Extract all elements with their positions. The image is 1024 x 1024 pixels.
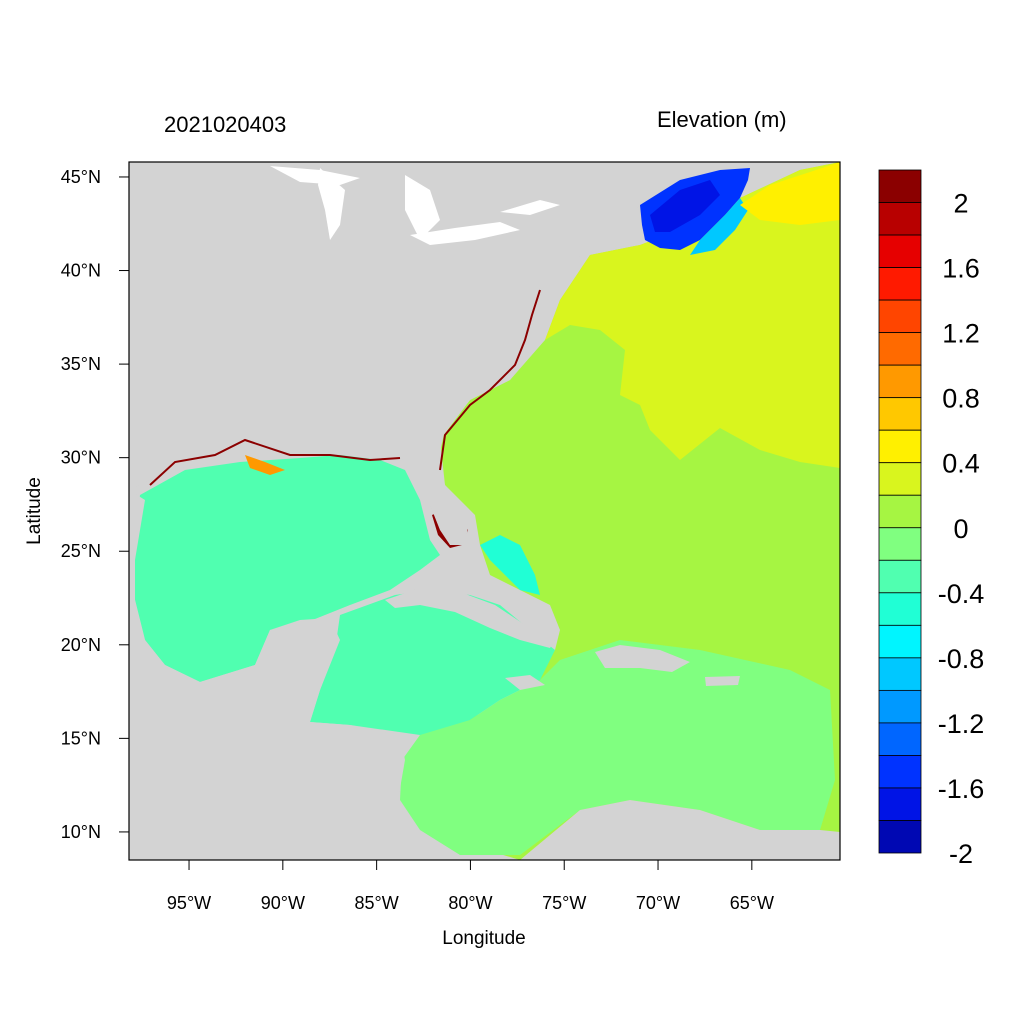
cuba-land (385, 588, 555, 648)
colorbar-swatch (878, 332, 922, 366)
lat-tick-label: 15°N (61, 728, 101, 748)
y-axis-title: Latitude (24, 477, 45, 545)
colorbar-label: -0.4 (938, 579, 985, 609)
colorbar-swatch (878, 722, 922, 756)
lat-tick-label: 45°N (61, 167, 101, 187)
bahamas-banks (480, 535, 540, 595)
latitude-axis: 45°N 40°N 35°N 30°N 25°N 20°N 15°N 10°N (61, 167, 129, 842)
colorbar-swatch (878, 624, 922, 659)
lon-tick-label: 70°W (636, 893, 680, 913)
colorbar-swatch (878, 559, 922, 594)
colorbar-swatch (878, 267, 922, 301)
lat-tick-label: 30°N (61, 448, 101, 468)
colorbar-swatch (878, 462, 922, 496)
map-area (129, 162, 840, 860)
colorbar-swatch (878, 202, 922, 236)
gulf-of-mexico (133, 455, 440, 682)
coastal-surge-flecks (149, 289, 541, 486)
colorbar-swatch (878, 169, 922, 203)
colorbar-swatch (878, 299, 922, 334)
caribbean-northwest (310, 590, 555, 760)
colorbar-swatch (878, 364, 922, 399)
colorbar-swatch (878, 657, 922, 691)
puerto-rico-land (705, 676, 740, 686)
colorbar-label: 0.8 (942, 384, 980, 414)
lat-tick-label: 40°N (61, 261, 101, 281)
scotian-shelf-high (740, 162, 840, 225)
colorbar-swatch (878, 787, 922, 821)
lon-tick-label: 75°W (542, 893, 586, 913)
date-label: 2021020403 (164, 112, 287, 137)
lon-tick-label: 80°W (448, 893, 492, 913)
lat-tick-label: 10°N (61, 822, 101, 842)
colorbar-swatch (878, 397, 922, 431)
colorbar-swatch (878, 494, 922, 529)
colorbar-swatch (878, 820, 922, 854)
jamaica-land (505, 675, 545, 690)
caribbean-south (400, 640, 835, 855)
lake-superior (270, 166, 360, 185)
colorbar-label: -1.2 (938, 709, 985, 739)
colorbar-swatch (878, 527, 922, 561)
colorbar-swatch (878, 429, 922, 464)
plot-frame (128, 161, 841, 861)
colorbar-swatch (878, 755, 922, 789)
great-lakes (318, 168, 560, 245)
atlantic-high-zone (545, 162, 840, 468)
lat-tick-label: 25°N (61, 541, 101, 561)
lat-tick-label: 35°N (61, 354, 101, 374)
gulf-of-maine-gradient (690, 198, 748, 255)
lon-tick-label: 90°W (261, 893, 305, 913)
colorbar-label: -2 (949, 839, 973, 869)
lon-tick-label: 95°W (167, 893, 211, 913)
south-america-land (520, 800, 840, 860)
variable-label: Elevation (m) (657, 107, 787, 132)
gulf-of-maine-core (650, 180, 720, 232)
colorbar-label: 2 (953, 189, 968, 219)
colorbar-label: 0.4 (942, 449, 980, 479)
colorbar-label: 1.6 (942, 254, 980, 284)
colorbar-swatch (878, 689, 922, 724)
lon-tick-label: 65°W (730, 893, 774, 913)
colorbar-label: -1.6 (938, 774, 985, 804)
mexico-land (129, 490, 420, 860)
lat-tick-label: 20°N (61, 635, 101, 655)
x-axis-title: Longitude (442, 928, 525, 949)
longitude-axis: 95°W 90°W 85°W 80°W 75°W 70°W 65°W (167, 860, 774, 913)
colorbar-label: 1.2 (942, 319, 980, 349)
hispaniola-land (595, 645, 690, 672)
north-america-land (129, 162, 640, 545)
colorbar-swatch (878, 234, 922, 268)
lon-tick-label: 85°W (355, 893, 399, 913)
colorbar-label: -0.8 (938, 644, 985, 674)
louisiana-high (245, 455, 285, 475)
colorbar-swatch (878, 592, 922, 626)
colorbar-label: 0 (953, 514, 968, 544)
colorbar: 2 1.6 1.2 0.8 0.4 0 -0.4 -0.8 -1.2 -1.6 -2 (878, 169, 985, 869)
